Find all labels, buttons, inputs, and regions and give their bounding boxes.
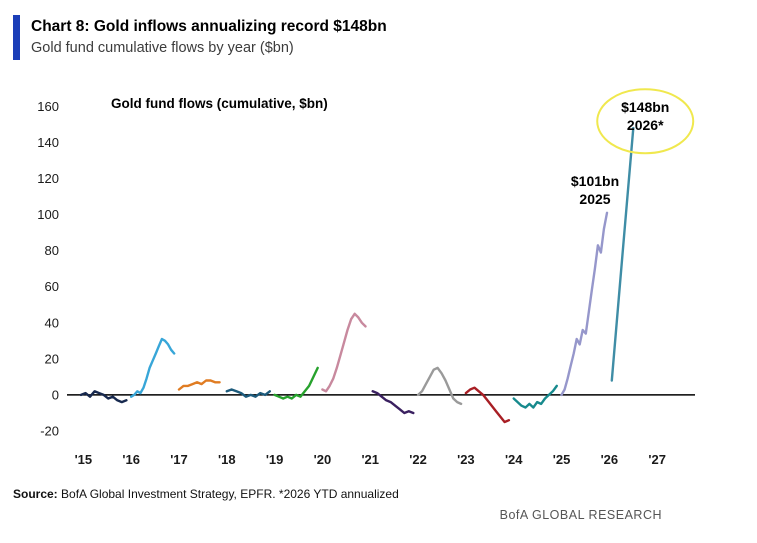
source-text: BofA Global Investment Strategy, EPFR. *…	[57, 487, 399, 501]
x-tick-label: '15	[75, 452, 93, 467]
series-line-2015	[79, 390, 128, 404]
y-tick-label: 20	[45, 351, 59, 366]
x-tick-label: '21	[361, 452, 379, 467]
annotation-text: $101bn	[571, 173, 619, 189]
series-line-2020	[321, 312, 367, 393]
highlight-circle	[596, 88, 695, 155]
series-line-2019	[273, 366, 319, 400]
source-note: Source: BofA Global Investment Strategy,…	[13, 487, 399, 501]
y-tick-label: 80	[45, 243, 59, 258]
series-line-2017	[177, 379, 221, 391]
series-line-2023	[464, 386, 511, 424]
chart-header: Chart 8: Gold inflows annualizing record…	[13, 15, 387, 60]
x-tick-label: '23	[457, 452, 475, 467]
y-tick-label: 140	[37, 135, 59, 150]
y-tick-label: 120	[37, 171, 59, 186]
annotation-text: 2026*	[627, 117, 664, 133]
y-tick-label: 160	[37, 99, 59, 114]
series-line-2016	[129, 337, 176, 398]
chart-inner-title: Gold fund flows (cumulative, $bn)	[111, 96, 328, 111]
gold-fund-flows-chart: 160 140 120 100 80 60 40 20 0 -20 '15 '16 '17 '18 '19 '…	[37, 88, 695, 467]
accent-bar	[13, 15, 20, 60]
y-tick-label: 0	[52, 387, 59, 402]
series-line-2021	[371, 390, 415, 415]
x-tick-label: '22	[409, 452, 427, 467]
y-tick-label: -20	[40, 423, 59, 438]
x-tick-label: '26	[601, 452, 619, 467]
source-label: Source:	[13, 487, 58, 501]
y-tick-label: 40	[45, 315, 59, 330]
chart-subtitle: Gold fund cumulative flows by year ($bn)	[31, 40, 294, 57]
x-tick-label: '17	[170, 452, 188, 467]
series-line-2022	[416, 366, 463, 406]
annotation-text: 2025	[579, 191, 610, 207]
x-tick-label: '19	[266, 452, 284, 467]
series-line-2026	[610, 126, 635, 382]
x-tick-label: '25	[553, 452, 571, 467]
x-tick-label: '24	[505, 452, 523, 467]
y-tick-label: 60	[45, 279, 59, 294]
series-line-2018	[225, 388, 272, 398]
x-tick-label: '16	[122, 452, 140, 467]
series-line-2025	[560, 211, 609, 397]
series-line-2024	[512, 384, 558, 409]
y-tick-label: 100	[37, 207, 59, 222]
bofa-global-research-brand: BofA GLOBAL RESEARCH	[499, 508, 662, 522]
x-tick-label: '27	[648, 452, 666, 467]
title-block: Chart 8: Gold inflows annualizing record…	[31, 15, 387, 60]
x-tick-label: '20	[314, 452, 332, 467]
annotation-text: $148bn	[621, 99, 669, 115]
chart-title: Chart 8: Gold inflows annualizing record…	[31, 18, 387, 35]
x-tick-label: '18	[218, 452, 236, 467]
